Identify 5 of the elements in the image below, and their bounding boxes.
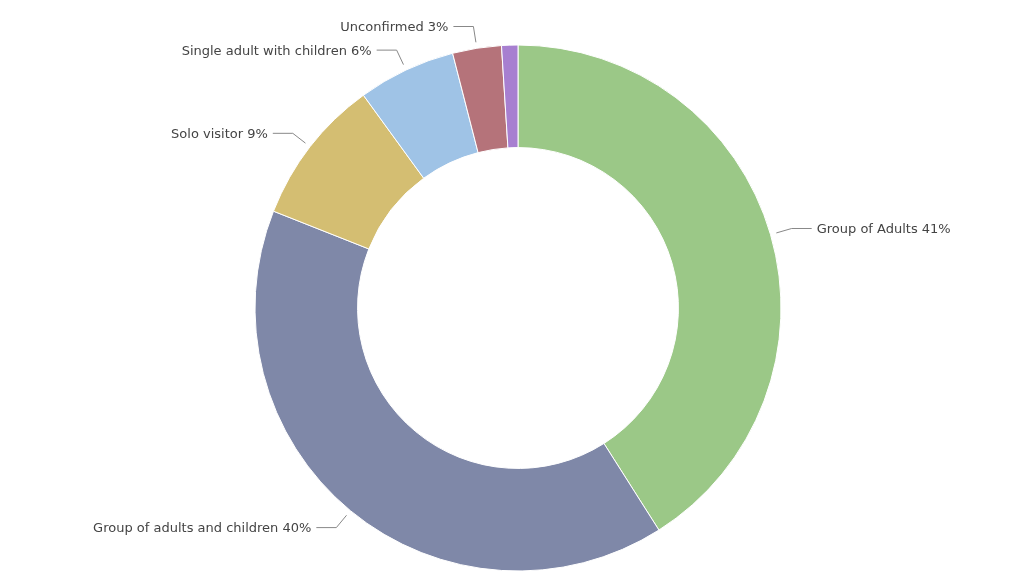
slice-label: Solo visitor 9% xyxy=(171,125,268,141)
slice-label: Single adult with children 6% xyxy=(181,42,372,58)
slice-label: Group of adults and children 40% xyxy=(93,520,312,536)
slice-label: Group of Adults 41% xyxy=(816,221,951,237)
slice-label: Unconfirmed 3% xyxy=(340,19,449,35)
